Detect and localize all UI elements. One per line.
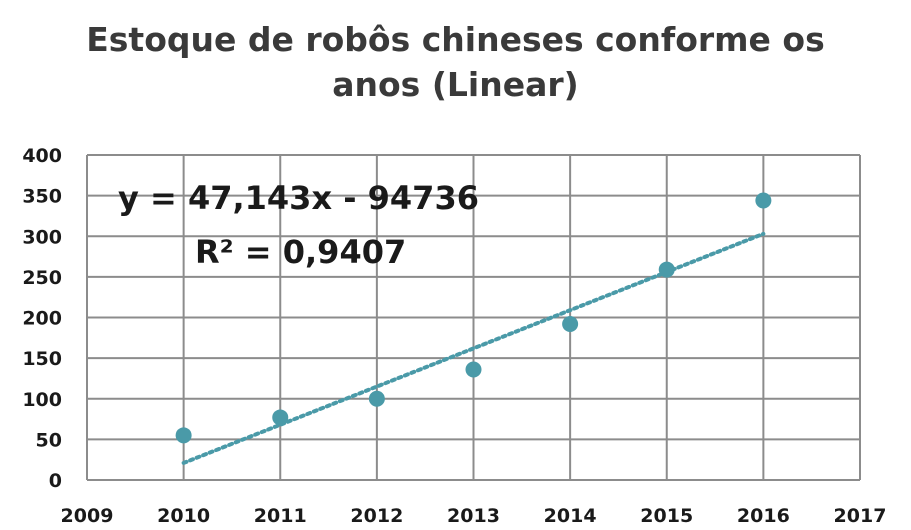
- data-point: [272, 409, 289, 426]
- data-point: [658, 261, 675, 278]
- x-tick-label: 2017: [834, 505, 887, 527]
- y-axis-ticks: 0 50 100 150 200 250 300 350 400: [22, 145, 62, 492]
- x-tick-label: 2011: [254, 505, 307, 527]
- y-tick-label: 300: [22, 226, 62, 248]
- chart-title-line-2: anos (Linear): [332, 64, 579, 104]
- chart-title-line-1: Estoque de robôs chineses conforme os: [86, 20, 825, 59]
- y-tick-label: 100: [22, 389, 62, 411]
- x-tick-label: 2012: [350, 505, 403, 527]
- grid-lines: [86, 154, 861, 481]
- trendline-equation: y = 47,143x - 94736: [118, 179, 479, 217]
- y-tick-label: 250: [22, 267, 62, 289]
- data-point: [465, 361, 482, 378]
- data-points: [175, 192, 772, 444]
- data-point: [562, 316, 579, 332]
- y-tick-label: 50: [36, 429, 62, 451]
- x-tick-label: 2010: [157, 505, 210, 527]
- r-squared-label: R² = 0,9407: [195, 233, 406, 271]
- y-tick-label: 200: [22, 308, 62, 330]
- y-tick-label: 150: [22, 348, 62, 370]
- y-tick-label: 0: [49, 470, 62, 492]
- x-tick-label: 2015: [640, 505, 693, 527]
- x-axis-ticks: 2009 2010 2011 2012 2013 2014 2015 2016 2017: [61, 505, 887, 527]
- y-tick-label: 400: [22, 145, 62, 167]
- data-point: [368, 390, 385, 407]
- x-tick-label: 2013: [447, 505, 500, 527]
- x-tick-label: 2009: [61, 505, 114, 527]
- y-tick-label: 350: [22, 186, 62, 208]
- x-tick-label: 2014: [544, 505, 597, 527]
- data-point: [175, 427, 192, 444]
- chart-title: Estoque de robôs chineses conforme os an…: [0, 18, 911, 107]
- data-point: [755, 192, 772, 209]
- x-tick-label: 2016: [737, 505, 790, 527]
